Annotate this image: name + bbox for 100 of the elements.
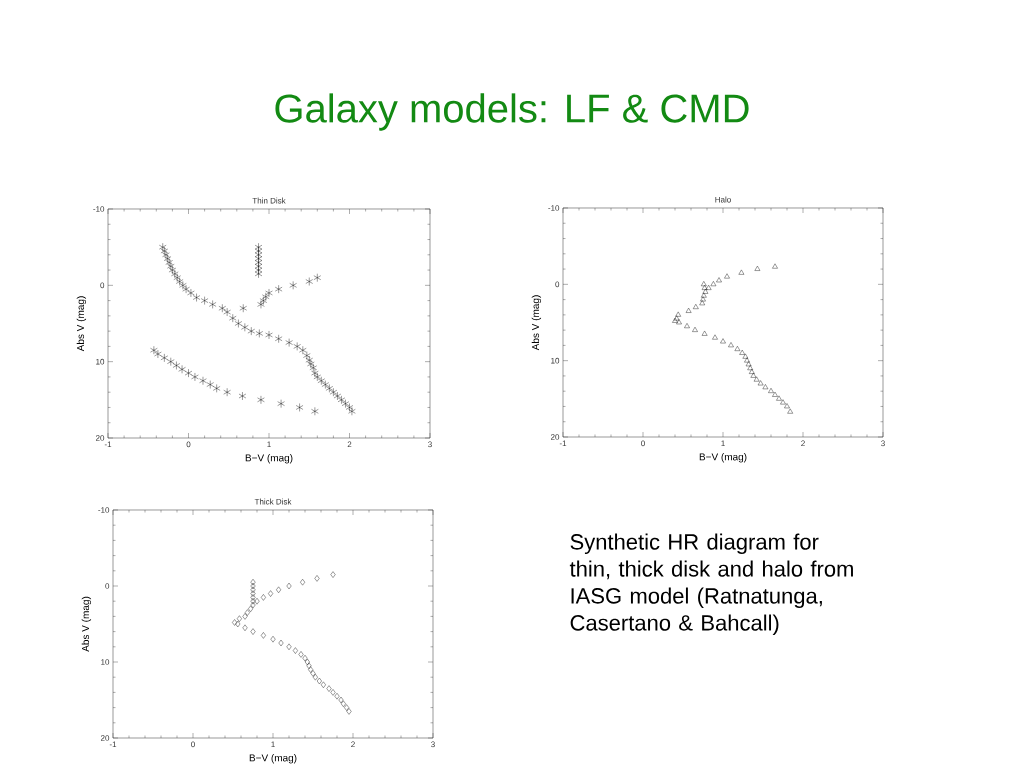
point: [314, 575, 320, 582]
y-tick-label: 0: [105, 583, 110, 589]
point: [312, 674, 318, 681]
point: [250, 601, 256, 609]
point: [326, 685, 332, 692]
point: [693, 304, 699, 309]
point: [701, 284, 708, 290]
point: [744, 357, 750, 363]
point: [316, 677, 322, 685]
y-axis-title: Abs V (mag): [76, 296, 87, 352]
point: [720, 338, 726, 344]
point: [692, 326, 698, 332]
point: [330, 689, 336, 696]
point: [232, 619, 238, 626]
x-tick-label: 1: [267, 441, 271, 448]
x-tick-label: 0: [191, 741, 195, 748]
y-tick-label: 20: [95, 435, 105, 441]
y-tick-label: 10: [96, 358, 105, 365]
x-tick-label: -1: [109, 741, 117, 748]
point: [701, 330, 708, 336]
point: [304, 658, 310, 666]
point: [254, 598, 260, 605]
point: [684, 323, 690, 329]
point: [750, 372, 757, 378]
y-tick-label: 20: [550, 434, 560, 440]
point: [250, 598, 256, 605]
y-tick-label: -10: [93, 206, 105, 212]
point: [306, 662, 312, 669]
point: [745, 361, 752, 367]
point: [250, 590, 256, 597]
point: [757, 380, 764, 386]
y-tick-label: -10: [98, 507, 110, 513]
point: [787, 408, 794, 414]
point: [270, 636, 276, 643]
point: [244, 609, 250, 616]
y-axis-title: Abs V (mag): [531, 295, 542, 351]
point: [330, 571, 336, 578]
point: [242, 613, 248, 620]
point: [250, 628, 256, 635]
x-tick-label: -1: [559, 440, 567, 447]
point: [344, 704, 350, 711]
point: [742, 353, 749, 359]
point: [278, 639, 284, 647]
x-axis-title: B−V (mag): [699, 453, 747, 463]
point: [276, 586, 282, 593]
point: [724, 273, 730, 279]
point: [784, 403, 790, 409]
point: [310, 670, 316, 677]
y-tick-label: 10: [101, 659, 110, 665]
point: [268, 590, 274, 597]
point: [334, 693, 340, 700]
point: [702, 288, 709, 294]
point: [250, 594, 256, 601]
point: [772, 391, 778, 397]
point: [738, 269, 745, 275]
point: [772, 263, 778, 269]
point: [320, 681, 326, 688]
point: [739, 349, 745, 355]
point: [250, 579, 256, 586]
point: [712, 334, 718, 340]
y-tick-label: 10: [551, 357, 560, 364]
point: [776, 395, 782, 401]
point: [260, 594, 266, 601]
x-tick-label: 0: [186, 441, 191, 448]
chart-title: Thin Disk: [252, 197, 286, 204]
x-tick-label: 2: [347, 441, 352, 448]
point: [250, 582, 256, 590]
text: Synthetic HR diagram for thin, thick disk and halo from IASG model (Ratnatunga, Casertano & Bahcall): [569, 533, 853, 636]
point: [749, 368, 755, 374]
x-axis-title: B−V (mag): [245, 454, 293, 464]
point: [699, 300, 706, 306]
x-tick-label: 3: [881, 440, 885, 447]
y-tick-label: 20: [100, 735, 110, 741]
point: [675, 311, 682, 317]
point: [292, 647, 298, 654]
text: Galaxy models: LF & CMD: [275, 93, 749, 131]
x-tick-label: 1: [721, 440, 725, 447]
chart-title: Thick Disk: [254, 498, 292, 505]
point: [260, 632, 266, 639]
point: [753, 376, 760, 382]
x-tick-label: 3: [431, 741, 435, 748]
point: [242, 624, 248, 631]
point: [734, 346, 741, 351]
point: [308, 666, 314, 673]
point: [705, 284, 712, 290]
point: [250, 586, 256, 593]
point: [701, 292, 707, 298]
chart-title: Halo: [715, 196, 731, 203]
point: [676, 319, 682, 325]
point: [248, 605, 254, 612]
point: [700, 296, 706, 302]
y-axis-title: Abs V (mag): [81, 596, 92, 652]
point: [780, 399, 786, 405]
y-tick-label: 0: [100, 282, 105, 289]
point: [302, 655, 308, 662]
point: [338, 696, 344, 704]
point: [300, 579, 306, 586]
y-tick-label: -10: [548, 205, 560, 211]
x-tick-label: 1: [271, 741, 275, 748]
point: [754, 265, 761, 271]
